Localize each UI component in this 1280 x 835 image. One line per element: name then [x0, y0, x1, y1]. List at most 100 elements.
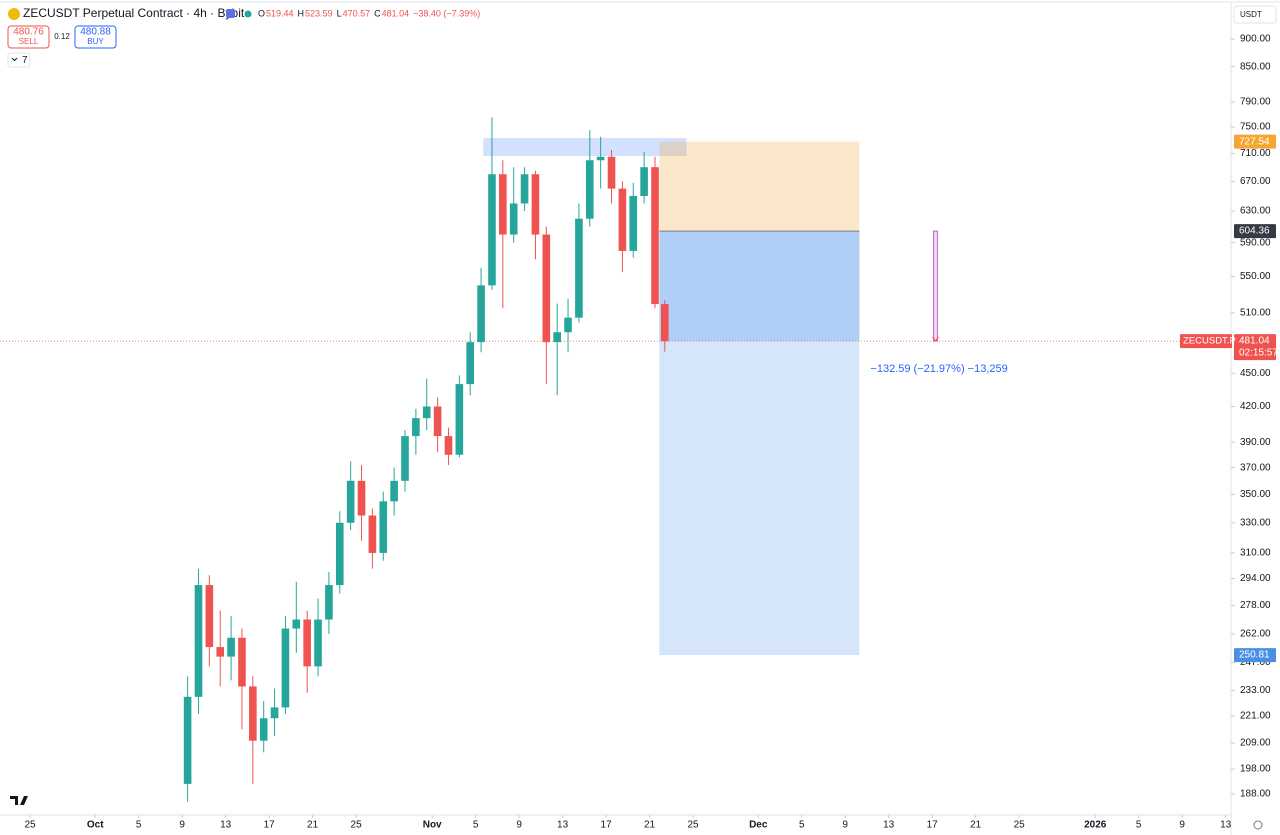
x-tick-label: 25 — [1014, 820, 1026, 831]
stop-price-badge — [1234, 134, 1276, 149]
x-tick-label: 17 — [927, 820, 939, 831]
candle-body — [227, 637, 235, 657]
y-tick-label: 188.00 — [1240, 789, 1271, 800]
candle-body — [390, 480, 398, 502]
candle-body — [585, 160, 594, 219]
y-tick-label: 900.00 — [1240, 34, 1271, 45]
candle-body — [444, 436, 453, 455]
candle-body — [433, 406, 442, 437]
price-change: −38.40 (−7.39%) — [413, 8, 480, 18]
symbol-title[interactable]: ZECUSDT Perpetual Contract · 4h · Bybit — [23, 6, 245, 20]
ohlc-value: 519.44 — [266, 8, 294, 18]
countdown: 02:15:57 — [1239, 348, 1278, 359]
x-tick-label: 13 — [220, 820, 232, 831]
candle-body — [368, 515, 377, 553]
ohlc-key: H — [298, 8, 305, 18]
target-zone — [659, 231, 860, 656]
candle-body — [575, 218, 583, 318]
x-tick-label: Nov — [423, 820, 442, 831]
candle-body — [335, 522, 344, 586]
buy-label: BUY — [87, 37, 104, 46]
candle-body — [292, 619, 301, 629]
y-tick-label: 198.00 — [1240, 764, 1271, 775]
stop-zone — [659, 141, 860, 232]
sell-label: SELL — [19, 37, 39, 46]
x-tick-label: 25 — [24, 820, 36, 831]
candle-body — [259, 718, 268, 741]
x-tick-label: 25 — [687, 820, 699, 831]
y-tick-label: 330.00 — [1240, 517, 1271, 528]
y-tick-label: 850.00 — [1240, 61, 1271, 72]
y-tick-label: 350.00 — [1240, 489, 1271, 500]
candle-body — [412, 418, 420, 437]
measure-bar — [933, 230, 938, 342]
settings-icon[interactable] — [1253, 820, 1263, 830]
y-tick-label: 278.00 — [1240, 600, 1271, 611]
candle-body — [314, 619, 322, 667]
y-tick-label: 670.00 — [1240, 176, 1271, 187]
x-tick-label: 17 — [264, 820, 276, 831]
symbol-tag-badge — [1180, 334, 1232, 349]
y-tick-label: 590.00 — [1240, 237, 1271, 248]
sell-button[interactable] — [7, 25, 50, 49]
target-price-label: 250.81 — [1239, 650, 1270, 661]
candle-body — [640, 167, 648, 196]
open-profit — [659, 231, 860, 342]
candle-body — [466, 342, 475, 385]
x-tick-label: 13 — [883, 820, 895, 831]
x-tick-label: 9 — [842, 820, 848, 831]
tv-logo[interactable] — [10, 796, 28, 805]
measure-arrow — [932, 336, 939, 342]
target-price-badge — [1234, 648, 1276, 663]
candle-body — [542, 234, 551, 343]
candle-body — [194, 585, 203, 697]
x-tick-label: 21 — [970, 820, 982, 831]
y-tick-label: 294.00 — [1240, 573, 1271, 584]
candle-body — [488, 174, 496, 286]
flag-icon[interactable] — [226, 9, 235, 18]
candle-body — [325, 585, 333, 620]
last-price-label: 481.04 — [1239, 336, 1270, 347]
y-tick-label: 262.00 — [1240, 629, 1271, 640]
ohlc-value: 523.59 — [305, 8, 333, 18]
ohlc-key: O — [258, 8, 265, 18]
sell-price: 480.76 — [13, 27, 44, 38]
candle-body — [249, 686, 257, 741]
indicator-count: 7 — [22, 55, 28, 66]
candle-body — [346, 480, 355, 523]
candle-body — [281, 628, 290, 708]
x-tick-label: 2026 — [1084, 820, 1107, 831]
candle-body — [564, 317, 572, 333]
ohlc-key: C — [374, 8, 381, 18]
x-tick-label: 5 — [136, 820, 142, 831]
entry-price-badge — [1234, 224, 1276, 239]
currency-button[interactable] — [1233, 5, 1277, 24]
x-tick-label: 9 — [516, 820, 522, 831]
x-tick-label: 25 — [351, 820, 363, 831]
y-tick-label: 370.00 — [1240, 462, 1271, 473]
candle-body — [270, 707, 279, 719]
indicators-toggle[interactable] — [7, 52, 31, 68]
x-tick-label: 5 — [799, 820, 805, 831]
y-tick-label: 247.00 — [1240, 657, 1271, 668]
market-status — [244, 10, 252, 18]
x-tick-label: 5 — [1136, 820, 1142, 831]
candle-body — [499, 174, 507, 235]
y-tick-label: 630.00 — [1240, 206, 1271, 217]
candle-body — [357, 480, 366, 516]
candle-body — [401, 436, 409, 481]
x-tick-label: 9 — [1179, 820, 1185, 831]
y-tick-label: 710.00 — [1240, 148, 1271, 159]
buy-button[interactable] — [74, 25, 117, 49]
y-tick-label: 510.00 — [1240, 308, 1271, 319]
x-tick-label: 13 — [1220, 820, 1232, 831]
ohlc-value: 481.04 — [382, 8, 410, 18]
symbol-logo — [8, 8, 20, 20]
candle-body — [216, 647, 225, 657]
symbol-tag: ZECUSDT.P — [1183, 336, 1236, 347]
buy-price: 480.88 — [80, 27, 111, 38]
entry-price-label: 604.36 — [1239, 226, 1270, 237]
candle-body — [651, 167, 659, 305]
